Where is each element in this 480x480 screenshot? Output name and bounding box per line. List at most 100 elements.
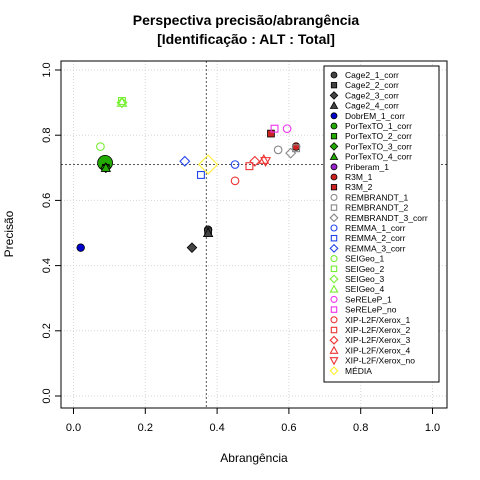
legend-label: REMMA_1_corr <box>345 223 406 233</box>
data-point <box>245 162 254 171</box>
y-tick-label: 0.8 <box>41 128 53 143</box>
legend-marker <box>330 326 338 334</box>
legend-marker <box>330 204 338 211</box>
legend-marker <box>330 224 338 232</box>
legend-label: SeRELeP_1 <box>345 294 392 304</box>
legend-marker <box>330 122 338 130</box>
legend-marker <box>329 284 339 293</box>
legend-marker <box>330 255 338 263</box>
data-point <box>230 160 240 169</box>
legend-label: Cage2_1_corr <box>345 70 399 80</box>
x-tick-label: 1.0 <box>425 422 440 434</box>
legend-label: R3M_2 <box>345 182 373 192</box>
data-point <box>291 142 301 151</box>
data-point <box>96 142 105 151</box>
y-tick-label: 0.2 <box>41 323 53 338</box>
legend-marker <box>330 295 338 303</box>
data-point <box>116 97 128 109</box>
legend-label: Cage2_3_corr <box>345 90 399 100</box>
data-point <box>249 155 261 167</box>
y-tick-label: 1.0 <box>41 62 53 77</box>
legend-label: XIP-L2F/Xerox_2 <box>345 325 410 335</box>
legend-label: R3M_1 <box>345 172 373 182</box>
data-point <box>230 176 240 186</box>
data-point <box>196 171 205 179</box>
legend-label: SEIGeo_4 <box>345 284 384 294</box>
data-point <box>116 96 128 107</box>
data-point <box>270 124 279 133</box>
data-point <box>76 243 85 252</box>
data-point <box>202 227 214 238</box>
legend-marker <box>329 345 339 354</box>
chart-subtitle: [Identificação : ALT : Total] <box>157 31 335 47</box>
legend-label: XIP-L2F/Xerox_1 <box>345 315 410 325</box>
data-point <box>285 147 297 159</box>
chart-title: Perspectiva precisão/abrangência <box>133 12 360 28</box>
x-tick-label: 0.4 <box>209 422 224 434</box>
legend-label: SEIGeo_2 <box>345 264 384 274</box>
legend-marker <box>330 112 338 120</box>
legend-label: XIP-L2F/Xerox_4 <box>345 345 410 355</box>
legend-label: SEIGeo_3 <box>345 274 384 284</box>
x-tick-label: 0.6 <box>281 422 296 434</box>
legend-marker <box>330 184 338 191</box>
legend-marker <box>330 82 338 89</box>
legend-marker <box>330 234 338 242</box>
data-point <box>273 145 283 155</box>
legend-label: REMMA_2_corr <box>345 233 406 243</box>
legend-label: REMMA_3_corr <box>345 243 406 253</box>
legend-label: PorTexTO_1_corr <box>345 121 412 131</box>
data-point <box>179 155 191 167</box>
legend-marker <box>330 316 338 324</box>
x-tick-label: 0.2 <box>138 422 153 434</box>
legend-marker <box>329 142 339 151</box>
legend-label: PorTexTO_3_corr <box>345 141 412 151</box>
data-point <box>282 124 292 134</box>
legend-box <box>323 65 440 383</box>
x-tick-label: 0.8 <box>353 422 368 434</box>
y-tick-label: 0.4 <box>41 258 53 273</box>
legend-marker <box>329 152 339 160</box>
legend-label: XIP-L2F/Xerox_3 <box>345 335 410 345</box>
x-axis: 0.0 0.2 0.4 0.6 0.8 1.0 <box>66 407 440 434</box>
legend-marker <box>329 91 339 100</box>
legend-marker <box>329 101 339 109</box>
data-point <box>100 162 112 172</box>
x-axis-label: Abrangência <box>220 451 288 465</box>
legend-marker <box>330 133 338 140</box>
legend-label: DobrEM_1_corr <box>345 111 405 121</box>
legend-label: PorTexTO_2_corr <box>345 131 412 141</box>
legend-marker <box>329 335 339 345</box>
legend-marker <box>330 265 338 273</box>
y-axis-label: Precisão <box>2 210 16 257</box>
legend-marker <box>329 357 339 366</box>
legend-label: Cage2_2_corr <box>345 80 399 90</box>
legend-label: PorTexTO_4_corr <box>345 152 412 162</box>
legend-marker <box>330 71 338 79</box>
y-tick-label: 0.0 <box>41 388 53 403</box>
legend-label: Cage2_4_corr <box>345 101 399 111</box>
legend-marker <box>329 366 339 376</box>
legend-label: XIP-L2F/Xerox_no <box>345 356 415 366</box>
legend-label: REMBRANDT_3_corr <box>345 213 428 223</box>
legend-label: Priberam_1 <box>345 162 389 172</box>
data-point <box>197 154 219 175</box>
legend-marker <box>330 163 338 171</box>
y-tick-label: 0.6 <box>41 193 53 208</box>
legend-label: SeRELeP_no <box>345 305 397 315</box>
legend-marker <box>330 173 338 181</box>
x-tick-label: 0.0 <box>66 422 81 434</box>
legend: Cage2_1_corrCage2_2_corrCage2_3_corrCage… <box>323 65 440 383</box>
legend-label: SEIGeo_1 <box>345 254 384 264</box>
y-axis: 0.0 0.2 0.4 0.6 0.8 1.0 <box>41 62 62 404</box>
legend-label: MÉDIA <box>345 366 372 376</box>
legend-marker <box>329 243 339 253</box>
legend-label: REMBRANDT_1 <box>345 192 409 202</box>
data-point <box>186 242 198 253</box>
legend-marker <box>330 306 338 313</box>
legend-marker <box>329 274 339 284</box>
data-point <box>292 144 301 153</box>
legend-marker <box>329 213 339 223</box>
legend-marker <box>330 193 338 201</box>
